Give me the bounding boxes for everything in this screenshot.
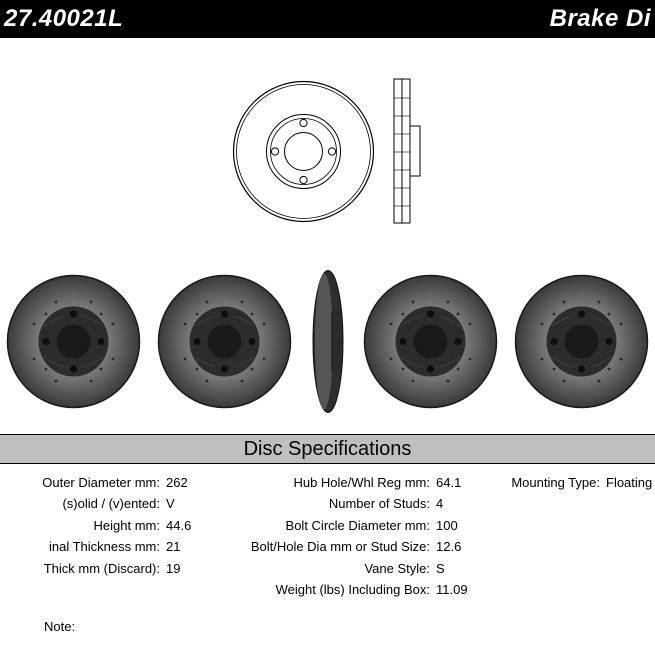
rotor-photo-3: [363, 274, 498, 409]
spec-value: 11.09: [436, 579, 485, 600]
spec-label: Bolt Circle Diameter mm:: [210, 515, 430, 536]
rotor-side-diagram: [388, 76, 424, 226]
spec-title-bar: Disc Specifications: [0, 434, 655, 464]
note-row: Note:: [44, 619, 655, 634]
spec-value: 4: [436, 493, 485, 514]
rotor-photo-edge: [308, 269, 348, 414]
spec-col3-values: Floating: [600, 472, 655, 601]
rotor-photo-1: [6, 274, 141, 409]
spec-label: Bolt/Hole Dia mm or Stud Size:: [210, 536, 430, 557]
spec-label: Outer Diameter mm:: [0, 472, 160, 493]
part-number: 27.40021L: [4, 5, 123, 33]
spec-value: 64.1: [436, 472, 485, 493]
category-title: Brake Di: [550, 5, 651, 33]
spec-title: Disc Specifications: [244, 438, 412, 461]
rotor-front-diagram: [231, 79, 376, 224]
spec-col2-labels: Hub Hole/Whl Reg mm: Number of Studs: Bo…: [210, 472, 430, 601]
spec-value: S: [436, 558, 485, 579]
spec-label: Weight (lbs) Including Box:: [210, 579, 430, 600]
spec-value: Floating: [606, 472, 655, 493]
spec-col1-labels: Outer Diameter mm: (s)olid / (v)ented: H…: [0, 472, 160, 601]
spec-value: V: [166, 493, 210, 514]
spec-value: 19: [166, 558, 210, 579]
note-label: Note:: [44, 619, 75, 634]
spec-col3-labels: Mounting Type:: [485, 472, 600, 601]
header-bar: 27.40021L Brake Di: [0, 0, 655, 38]
spec-value: 21: [166, 536, 210, 557]
spec-label: (s)olid / (v)ented:: [0, 493, 160, 514]
spec-label: Hub Hole/Whl Reg mm:: [210, 472, 430, 493]
diagram-row: [0, 66, 655, 236]
spec-label: Thick mm (Discard):: [0, 558, 160, 579]
rotor-photo-2: [157, 274, 292, 409]
spec-label: Number of Studs:: [210, 493, 430, 514]
rotor-photo-4: [514, 274, 649, 409]
photo-row: [0, 262, 655, 420]
spec-label: Height mm:: [0, 515, 160, 536]
spec-col2-values: 64.1 4 100 12.6 S 11.09: [430, 472, 485, 601]
spec-label: Vane Style:: [210, 558, 430, 579]
spec-table: Outer Diameter mm: (s)olid / (v)ented: H…: [0, 472, 655, 601]
spec-label: inal Thickness mm:: [0, 536, 160, 557]
spec-value: 262: [166, 472, 210, 493]
spec-label: Mounting Type:: [485, 472, 600, 493]
spec-col1-values: 262 V 44.6 21 19: [160, 472, 210, 601]
spec-value: 44.6: [166, 515, 210, 536]
spec-value: 100: [436, 515, 485, 536]
spec-value: 12.6: [436, 536, 485, 557]
